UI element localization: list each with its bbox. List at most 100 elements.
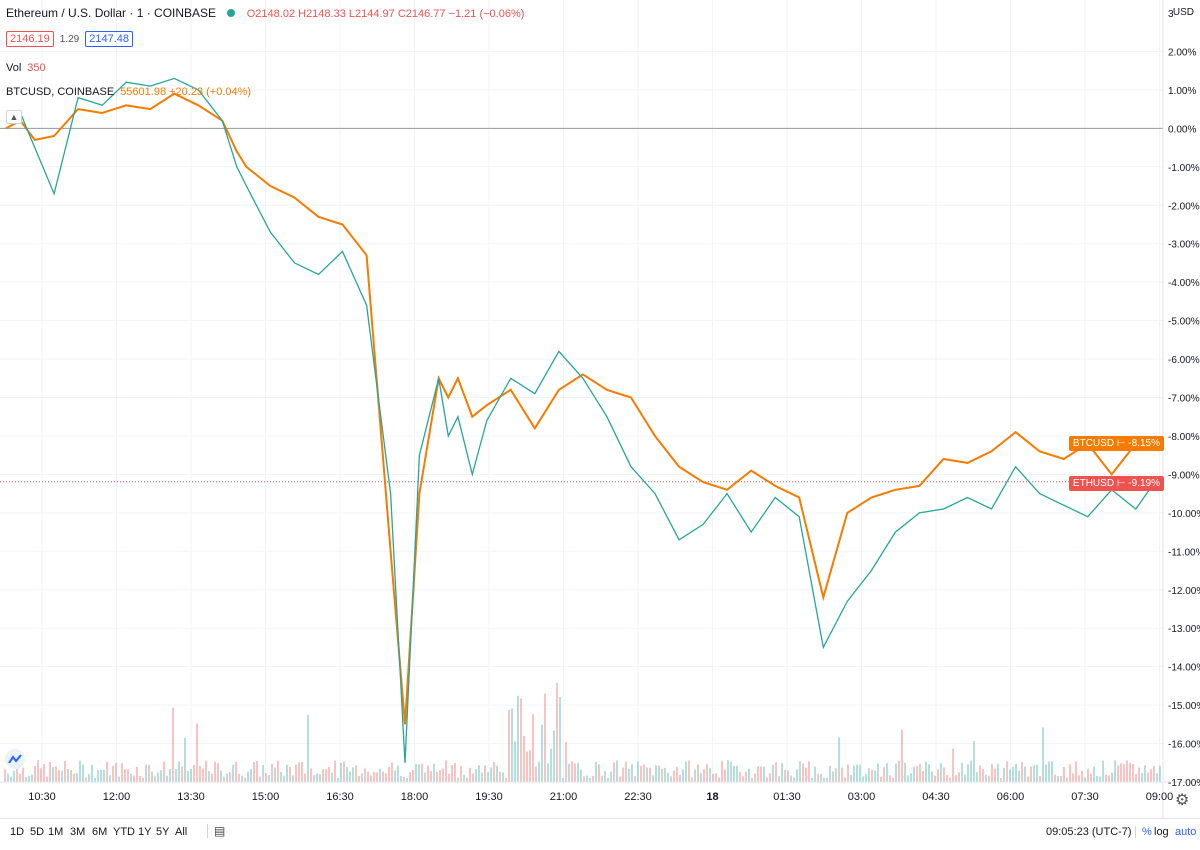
volume-bar	[61, 770, 63, 782]
volume-bar	[1030, 766, 1032, 782]
volume-bar	[946, 774, 948, 782]
volume-bar	[151, 771, 153, 782]
volume-bar	[19, 773, 21, 782]
volume-bar	[256, 760, 258, 782]
y-tick-label: -4.00%	[1168, 278, 1200, 289]
volume-bar	[52, 767, 54, 782]
x-tick-label: 18	[706, 791, 718, 803]
volume-bar	[910, 773, 912, 782]
volume-bar	[736, 765, 738, 782]
logo-icon	[8, 754, 22, 764]
volume-bar	[934, 775, 936, 782]
calendar-icon[interactable]: ▤	[207, 824, 225, 838]
timeframe-5y[interactable]: 5Y	[156, 826, 170, 838]
volume-bar	[160, 770, 162, 782]
volume-bar	[1018, 770, 1020, 782]
timeframe-ytd[interactable]: YTD	[113, 826, 135, 838]
volume-bar	[733, 765, 735, 782]
volume-bar	[769, 773, 771, 782]
volume-legend[interactable]: Vol 350	[6, 62, 46, 74]
volume-bar	[520, 698, 522, 782]
volume-bar	[43, 764, 45, 782]
x-tick-label: 10:30	[28, 791, 56, 803]
timeframe-1y[interactable]: 1Y	[138, 826, 152, 838]
volume-bar	[571, 761, 573, 782]
volume-bar	[469, 767, 471, 782]
volume-bar	[1045, 764, 1047, 782]
y-tick-label: -16.00%	[1168, 740, 1200, 751]
y-tick-label: -3.00%	[1168, 240, 1200, 251]
settings-gear-icon[interactable]: ⚙	[1175, 792, 1190, 809]
volume-bar	[604, 770, 606, 782]
price-chart[interactable]: 3 2.00% 1.00% 0.00% -1.00% -2.00% -3.00% -4.00%…	[0, 0, 1200, 818]
volume-bar	[739, 771, 741, 782]
volume-bar	[949, 777, 951, 782]
compare-legend[interactable]: BTCUSD, COINBASE 55601.98 +20.23 (+0.04%…	[6, 86, 251, 98]
ask-box[interactable]: 2147.48	[85, 31, 133, 47]
currency-label[interactable]: USD	[1172, 7, 1194, 18]
symbol-legend[interactable]: Ethereum / U.S. Dollar · 1 · COINBASE O2…	[6, 6, 524, 20]
x-tick-label: 22:30	[624, 791, 652, 803]
timeframe-1m[interactable]: 1M	[48, 826, 64, 838]
timeframe-1d[interactable]: 1D	[10, 826, 25, 838]
timeframe-3m[interactable]: 3M	[70, 826, 86, 838]
volume-bar	[1021, 762, 1023, 782]
collapse-legend-button[interactable]: ▲	[6, 110, 22, 124]
volume-bar	[724, 769, 726, 782]
y-tick-label: -9.00%	[1168, 470, 1200, 481]
volume-bar	[880, 776, 882, 782]
volume-bar	[1084, 777, 1086, 782]
timeframe-6m[interactable]: 6M	[92, 826, 108, 838]
volume-bar	[178, 761, 180, 782]
timeframe-5d[interactable]: 5D	[30, 826, 45, 838]
volume-bar	[292, 775, 294, 782]
volume-bar	[826, 777, 828, 782]
volume-bar	[379, 768, 381, 782]
percent-toggle[interactable]: %	[1135, 826, 1152, 838]
tradingview-logo[interactable]	[5, 749, 25, 769]
volume-bar	[136, 766, 138, 782]
volume-bar	[424, 772, 426, 782]
volume-bar	[991, 764, 993, 782]
volume-bar	[556, 682, 558, 782]
volume-bar	[1105, 774, 1107, 782]
volume-bar	[490, 767, 492, 782]
volume-bar	[295, 764, 297, 782]
volume-bar	[181, 766, 183, 782]
volume-bar	[673, 770, 675, 782]
volume-bar	[265, 773, 267, 782]
volume-bar	[454, 762, 456, 782]
volume-bar	[184, 737, 186, 782]
volume-bar	[961, 762, 963, 782]
volume-bar	[271, 763, 273, 782]
volume-bar	[727, 760, 729, 782]
volume-bar	[394, 770, 396, 782]
volume-bar	[481, 772, 483, 782]
volume-bar	[865, 774, 867, 782]
volume-bar	[715, 773, 717, 782]
volume-bar	[304, 773, 306, 782]
volume-bar	[976, 772, 978, 782]
volume-bar	[1126, 760, 1128, 782]
eye-icon[interactable]	[227, 9, 236, 17]
volume-bar	[289, 767, 291, 782]
volume-bar	[973, 741, 975, 782]
bid-box[interactable]: 2146.19	[6, 31, 54, 47]
volume-bar	[1051, 761, 1053, 782]
volume-bar	[427, 765, 429, 782]
volume-bar	[634, 776, 636, 782]
volume-bar	[958, 772, 960, 782]
chevron-up-icon: ▲	[9, 112, 19, 122]
auto-toggle[interactable]: auto	[1175, 826, 1197, 838]
volume-bar	[937, 769, 939, 782]
timeframe-all[interactable]: All	[175, 826, 188, 838]
volume-bar	[583, 776, 585, 782]
volume-bar	[355, 765, 357, 782]
log-toggle[interactable]: log	[1154, 826, 1169, 838]
clock[interactable]: 09:05:23 (UTC-7)	[1046, 826, 1132, 838]
volume-bar	[22, 767, 24, 782]
volume-bar	[622, 767, 624, 782]
volume-bar	[598, 764, 600, 782]
ohlc-values: O2148.02 H2148.33 L2144.97 C2146.77 −1.2…	[246, 8, 525, 20]
volume-bar	[1000, 777, 1002, 782]
